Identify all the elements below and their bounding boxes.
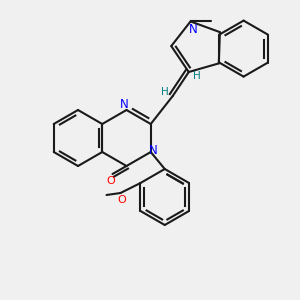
Text: N: N [120,98,129,112]
Text: N: N [189,23,198,36]
Text: O: O [106,176,115,186]
Text: H: H [193,71,201,81]
Text: H: H [161,87,169,97]
Text: O: O [117,195,126,205]
Text: N: N [149,145,158,158]
